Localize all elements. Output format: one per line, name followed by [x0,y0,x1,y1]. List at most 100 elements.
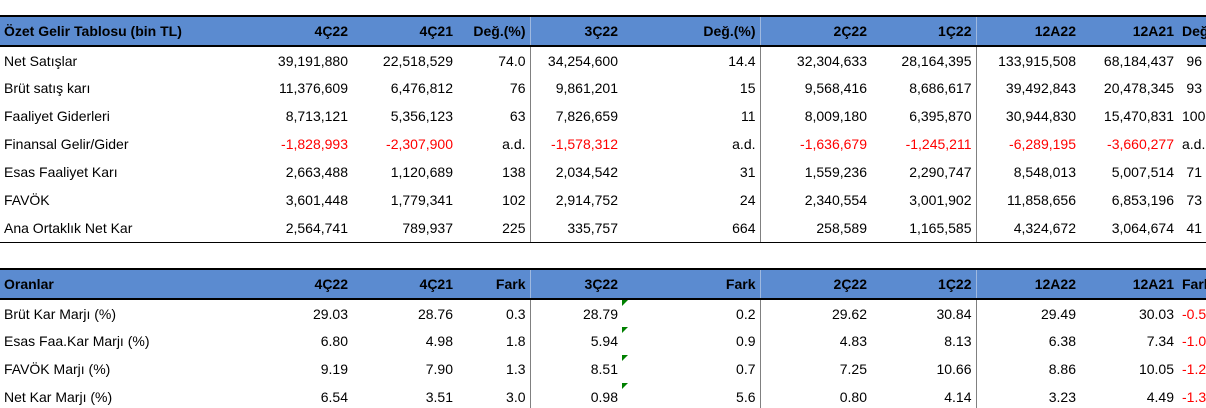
table-cell[interactable]: 0.7 [622,355,761,383]
table-cell[interactable]: 7,826,659 [555,108,618,124]
table-cell[interactable]: -1.3 [1178,383,1206,408]
table-cell[interactable]: 1,120,689 [390,164,453,180]
table-cell[interactable]: 29.49 [1040,305,1076,322]
row-label[interactable]: FAVÖK Marjı (%) [4,361,111,377]
table-cell[interactable]: 0.2 [622,299,761,327]
table-cell[interactable]: 4,324,672 [976,214,1080,243]
row-label[interactable]: Ana Ortaklık Net Kar [0,214,200,243]
table-cell[interactable]: 6,853,196 [1111,192,1174,208]
table-cell[interactable]: 39,492,843 [1005,80,1076,96]
table-cell[interactable]: 8.51 [590,361,618,377]
table-cell[interactable]: 100 [1182,108,1206,124]
table-cell[interactable]: 11,858,656 [1006,192,1076,208]
row-label[interactable]: Esas Faa.Kar Marjı (%) [4,333,150,349]
table-cell[interactable]: 1.3 [457,355,531,383]
table-cell[interactable]: 3.23 [976,383,1080,408]
table-cell[interactable]: 1.8 [457,327,531,355]
table-cell[interactable]: 7.90 [425,361,453,377]
summary-header-cell[interactable]: 3Ç22 [530,15,622,47]
ratios-header-cell[interactable]: 4Ç22 [200,268,352,300]
table-cell[interactable]: 8,713,121 [285,108,348,124]
table-cell[interactable]: 8,009,180 [804,108,867,124]
summary-header-cell[interactable]: 4Ç22 [200,15,352,47]
table-cell[interactable]: 30.03 [1138,305,1174,322]
table-cell[interactable]: 2,034,542 [555,164,618,180]
table-cell[interactable]: 4.49 [1080,383,1178,408]
table-cell[interactable]: 15 [622,74,761,102]
table-cell[interactable]: 39,191,880 [277,52,348,69]
table-cell[interactable]: 96 [1186,52,1202,69]
table-cell[interactable]: 6,395,870 [871,102,977,130]
table-cell[interactable]: 74.0 [457,46,531,74]
table-cell[interactable]: 29.03 [312,305,348,322]
table-cell[interactable]: 8,686,617 [871,74,977,102]
table-cell[interactable]: 3.51 [352,383,457,408]
table-cell[interactable]: 4.98 [425,333,453,349]
table-cell[interactable]: 8.86 [1048,361,1076,377]
table-cell[interactable]: 14.4 [622,46,761,74]
table-cell[interactable]: a.d. [1182,136,1206,152]
table-cell[interactable]: 0.3 [457,299,531,327]
table-cell[interactable]: -1,828,993 [281,136,348,152]
table-cell[interactable]: 133,915,508 [998,52,1076,69]
table-cell[interactable]: 8,548,013 [1013,164,1076,180]
summary-header-cell[interactable]: Değ.(%) [1178,15,1206,47]
table-cell[interactable]: 11 [622,102,761,130]
row-label[interactable]: Net Kar Marjı (%) [0,383,200,408]
table-cell[interactable]: -1,636,679 [800,136,867,152]
table-cell[interactable]: 5,007,514 [1111,164,1174,180]
table-cell[interactable]: 7.34 [1146,333,1174,349]
ratios-header-cell[interactable]: 12A22 [976,268,1080,300]
table-cell[interactable]: 4.83 [839,333,867,349]
ratios-header-cell[interactable]: 3Ç22 [530,268,622,300]
table-cell[interactable]: 10.05 [1138,361,1174,377]
table-cell[interactable]: 0.80 [760,383,871,408]
table-cell[interactable]: 6.54 [200,383,352,408]
ratios-header-cell[interactable]: Fark [457,268,531,300]
table-cell[interactable]: 22,518,529 [382,52,453,69]
table-cell[interactable]: 68,184,437 [1103,52,1174,69]
table-cell[interactable]: 335,757 [530,214,622,243]
table-cell[interactable]: 3,601,448 [285,192,348,208]
table-cell[interactable]: 63 [457,102,531,130]
table-cell[interactable]: 7.25 [839,361,867,377]
ratios-header-cell[interactable]: 1Ç22 [871,268,977,300]
table-cell[interactable]: 102 [457,186,531,214]
table-cell[interactable]: 3,001,902 [871,186,977,214]
table-cell[interactable]: 9,861,201 [555,80,618,96]
ratios-header-cell[interactable]: Fark [622,268,761,300]
table-cell[interactable]: -3,660,277 [1107,136,1174,152]
table-cell[interactable]: 28.79 [582,305,618,322]
table-cell[interactable]: 73 [1186,192,1202,208]
table-cell[interactable]: 4.14 [871,383,977,408]
table-cell[interactable]: 6.80 [320,333,348,349]
table-cell[interactable]: 1,165,585 [871,214,977,243]
table-cell[interactable]: -6,289,195 [1009,136,1076,152]
table-cell[interactable]: 34,254,600 [547,52,618,69]
summary-header-cell[interactable]: 2Ç22 [760,15,871,47]
table-cell[interactable]: 93 [1186,80,1202,96]
ratios-header-cell[interactable]: 2Ç22 [760,268,871,300]
row-label[interactable]: Esas Faaliyet Karı [4,164,118,180]
row-label[interactable]: Brüt Kar Marjı (%) [4,305,117,322]
row-label[interactable]: FAVÖK [4,192,50,208]
table-cell[interactable]: 9,568,416 [804,80,867,96]
row-label[interactable]: Net Satışlar [4,52,78,69]
ratios-header-cell[interactable]: 12A21 [1080,268,1178,300]
table-cell[interactable]: -1.2 [1182,361,1206,377]
summary-header-cell[interactable]: 1Ç22 [871,15,977,47]
row-label[interactable]: Finansal Gelir/Gider [4,136,129,152]
table-cell[interactable]: 3.0 [457,383,531,408]
row-label[interactable]: Faaliyet Giderleri [4,108,110,124]
table-cell[interactable]: 2,290,747 [871,158,977,186]
table-cell[interactable]: 5,356,123 [390,108,453,124]
table-cell[interactable]: 71 [1186,164,1202,180]
summary-header-cell[interactable]: Değ.(%) [622,15,761,47]
table-cell[interactable]: 225 [457,214,531,243]
ratios-header-cell[interactable]: Oranlar [0,268,200,300]
table-cell[interactable]: a.d. [622,130,761,158]
table-cell[interactable]: 10.66 [871,355,977,383]
table-cell[interactable]: 664 [622,214,761,243]
table-cell[interactable]: -1,245,211 [871,130,977,158]
ratios-header-cell[interactable]: Fark [1178,268,1206,300]
